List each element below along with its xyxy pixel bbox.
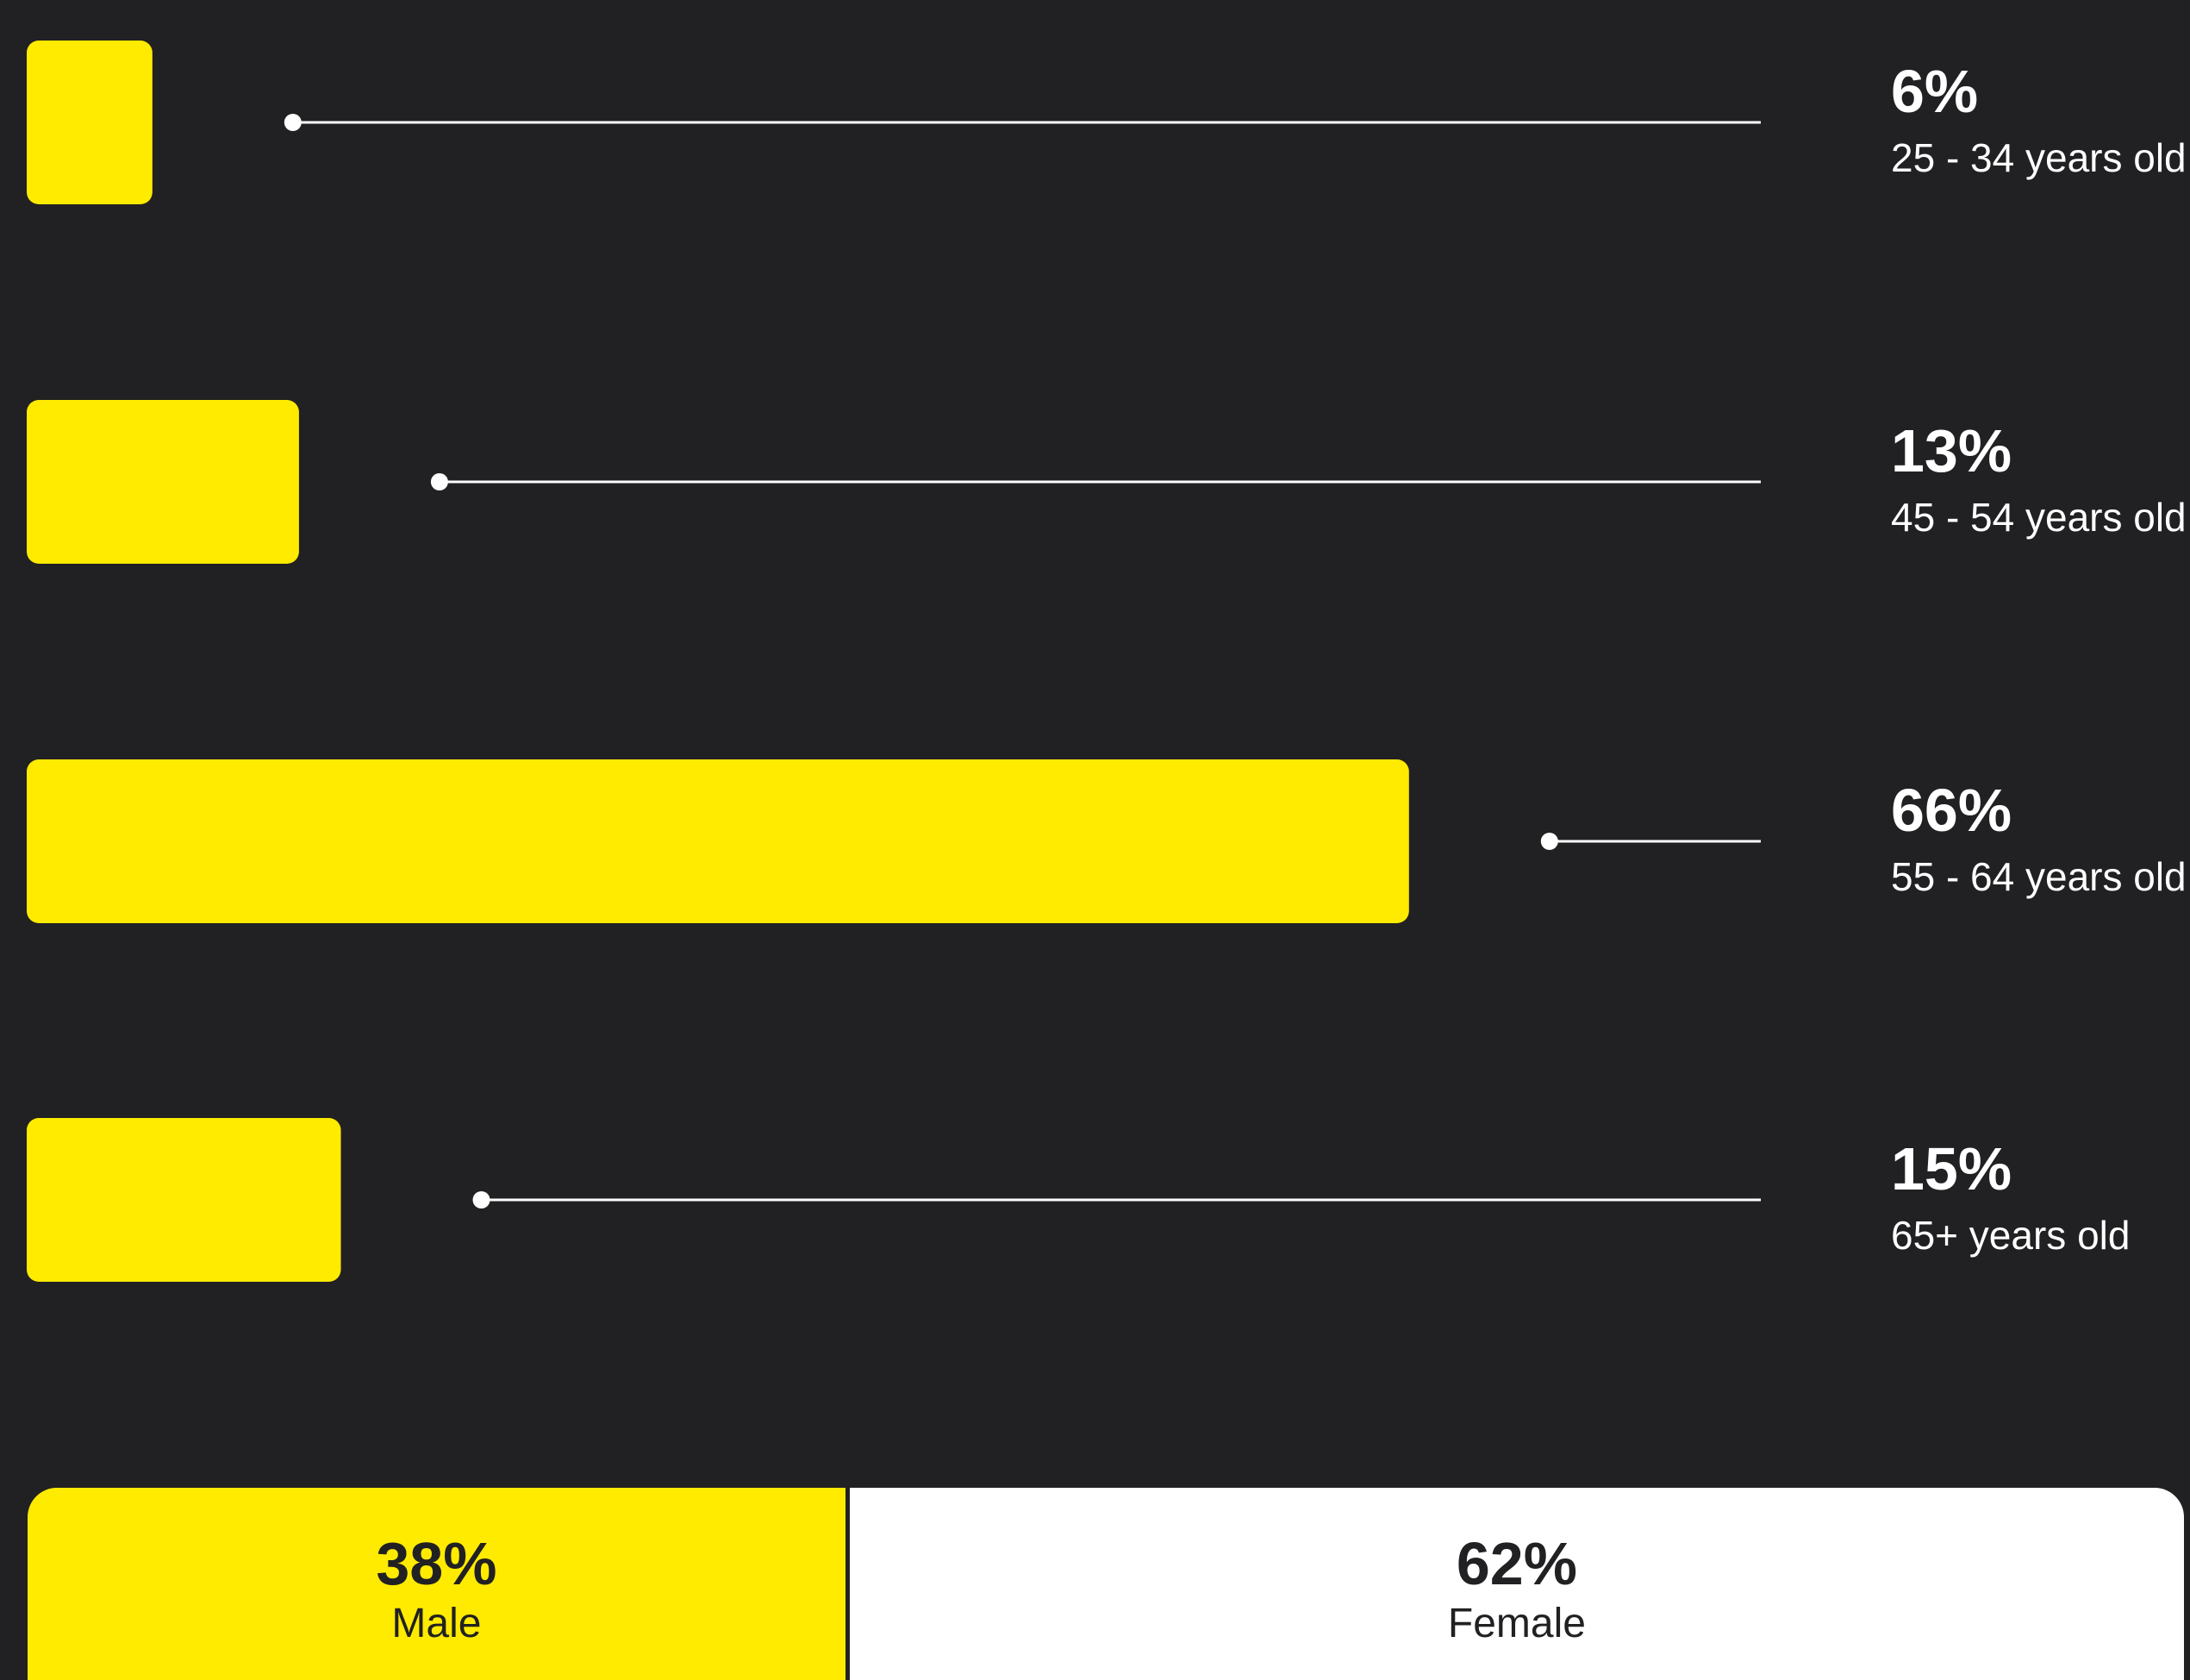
age-bar-1 <box>27 400 299 564</box>
age-distribution-chart: 6% 25 - 34 years old 13% 45 - 54 years old 6… <box>0 0 2190 1379</box>
female-percent: 62% <box>1457 1531 1577 1597</box>
leader-dot-0 <box>284 114 302 131</box>
female-label: Female <box>1448 1597 1586 1651</box>
gender-split-bar: 38% Male 62% Female <box>28 1488 2184 1680</box>
age-category-label-2: 55 - 64 years old <box>1891 854 2187 899</box>
age-bar-2 <box>27 759 1409 923</box>
age-category-label-3: 65+ years old <box>1891 1213 2130 1258</box>
age-percent-label-3: 15% <box>1891 1135 2012 1202</box>
age-percent-label-0: 6% <box>1891 58 1978 125</box>
age-category-label-1: 45 - 54 years old <box>1891 495 2187 540</box>
leader-dot-1 <box>431 473 448 490</box>
age-bar-0 <box>27 41 153 204</box>
male-percent: 38% <box>376 1531 496 1597</box>
age-percent-label-1: 13% <box>1891 417 2012 484</box>
age-category-label-0: 25 - 34 years old <box>1891 135 2187 180</box>
leader-dot-2 <box>1541 833 1558 850</box>
male-label: Male <box>391 1597 481 1651</box>
gender-segment-male: 38% Male <box>28 1488 845 1680</box>
age-percent-label-2: 66% <box>1891 777 2012 844</box>
gender-segment-female: 62% Female <box>850 1488 2184 1680</box>
age-bar-3 <box>27 1118 341 1282</box>
leader-dot-3 <box>473 1191 490 1208</box>
